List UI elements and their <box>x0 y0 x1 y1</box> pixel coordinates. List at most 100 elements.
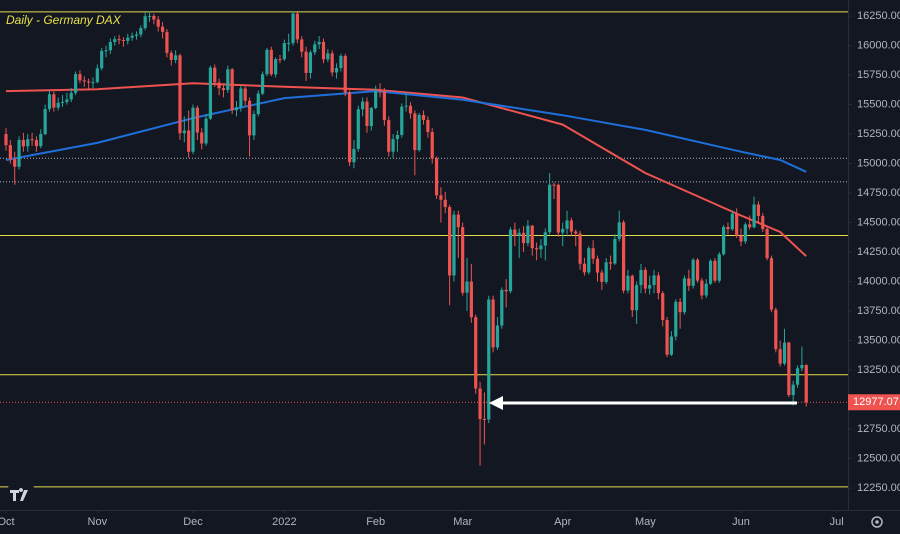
candle-body <box>269 49 273 75</box>
candle-body <box>356 109 360 149</box>
candle-body <box>143 16 147 29</box>
candle-body <box>204 118 208 144</box>
tradingview-logo <box>8 486 34 503</box>
settings-icon[interactable] <box>871 516 883 528</box>
candle-body <box>643 269 647 289</box>
candle-body <box>678 301 682 313</box>
candle-body <box>465 281 469 293</box>
candle-body <box>369 107 373 127</box>
y-tick-label: 13250.00 <box>857 364 900 376</box>
y-tick-label: 15250.00 <box>857 128 900 140</box>
candle-body <box>687 278 691 286</box>
candle-body <box>795 368 800 385</box>
candle-body <box>160 26 165 32</box>
candle-body <box>569 220 573 232</box>
candle-body <box>774 309 778 350</box>
candle-body <box>387 120 391 152</box>
candle-body <box>165 31 169 53</box>
candle-body <box>448 207 452 276</box>
y-tick-label: 16000.00 <box>857 39 900 51</box>
x-tick-label: Oct <box>0 516 15 528</box>
candle-body <box>430 131 434 159</box>
candle-body <box>508 229 513 292</box>
y-tick-label: 12500.00 <box>857 452 900 464</box>
candle-body <box>556 184 560 233</box>
candle-body <box>730 213 734 230</box>
candle-body <box>461 227 465 293</box>
candle-body <box>621 222 626 291</box>
candle-body <box>608 262 613 264</box>
candle-body <box>69 92 73 100</box>
candle-body <box>534 248 539 250</box>
candle-body <box>343 55 347 93</box>
candle-body <box>213 67 217 83</box>
candle-body <box>517 232 521 236</box>
candle-body <box>739 235 743 242</box>
candle-body <box>56 102 60 108</box>
candle-body <box>78 74 82 81</box>
x-tick-label: Dec <box>183 516 203 528</box>
x-tick-label: Mar <box>453 516 472 528</box>
candle-body <box>174 55 178 60</box>
candle-body <box>139 28 143 35</box>
candle-body <box>47 94 52 110</box>
candle-body <box>626 275 630 291</box>
candle-body <box>669 336 674 355</box>
candle-body <box>291 13 295 44</box>
candle-body <box>274 59 278 75</box>
candle-body <box>191 107 195 152</box>
candle-body <box>87 81 91 83</box>
candle-body <box>252 114 256 136</box>
candle-body <box>574 231 578 234</box>
candle-body <box>604 262 608 282</box>
y-tick-label: 13500.00 <box>857 334 900 346</box>
last-price-box <box>848 394 900 411</box>
candle-body <box>226 69 230 91</box>
candle-body <box>708 260 713 284</box>
candle-body <box>156 19 160 27</box>
candle-body <box>256 93 260 115</box>
candle-body <box>52 94 56 108</box>
candle-body <box>30 139 34 141</box>
candle-body <box>178 55 182 134</box>
candle-body <box>426 119 430 132</box>
candle-body <box>791 384 795 396</box>
candle-body <box>330 53 334 73</box>
candle-body <box>595 258 600 273</box>
candle-body <box>587 248 591 273</box>
candle-body <box>187 130 191 152</box>
candle-body <box>321 41 326 60</box>
candle-body <box>782 342 787 364</box>
candle-body <box>230 69 234 111</box>
candle-body <box>717 254 721 281</box>
candle-body <box>247 100 252 136</box>
candle-body <box>530 225 534 249</box>
candle-body <box>500 289 504 326</box>
candle-body <box>34 140 39 147</box>
candle-body <box>639 269 643 286</box>
candle-body <box>217 82 221 89</box>
candle-body <box>504 289 508 292</box>
candle-body <box>591 248 595 259</box>
candle-body <box>17 139 21 167</box>
chart-title: Daily - Germany DAX <box>6 13 122 27</box>
candle-body <box>300 39 304 52</box>
candle-body <box>682 278 687 313</box>
candle-body <box>778 349 782 364</box>
candle-body <box>656 275 660 294</box>
candle-body <box>404 105 408 107</box>
candle-body <box>126 37 130 41</box>
candle-body <box>334 67 339 73</box>
candle-body <box>400 106 404 135</box>
candle-body <box>378 90 382 92</box>
candle-body <box>4 134 8 146</box>
candle-body <box>391 139 395 152</box>
y-tick-label: 14750.00 <box>857 187 900 199</box>
x-tick-label: Jun <box>732 516 750 528</box>
candle-body <box>108 42 112 51</box>
candle-body <box>134 34 139 36</box>
candle-body <box>495 325 500 348</box>
candle-body <box>417 114 421 151</box>
y-tick-label: 14000.00 <box>857 275 900 287</box>
x-tick-label: Jul <box>830 516 844 528</box>
